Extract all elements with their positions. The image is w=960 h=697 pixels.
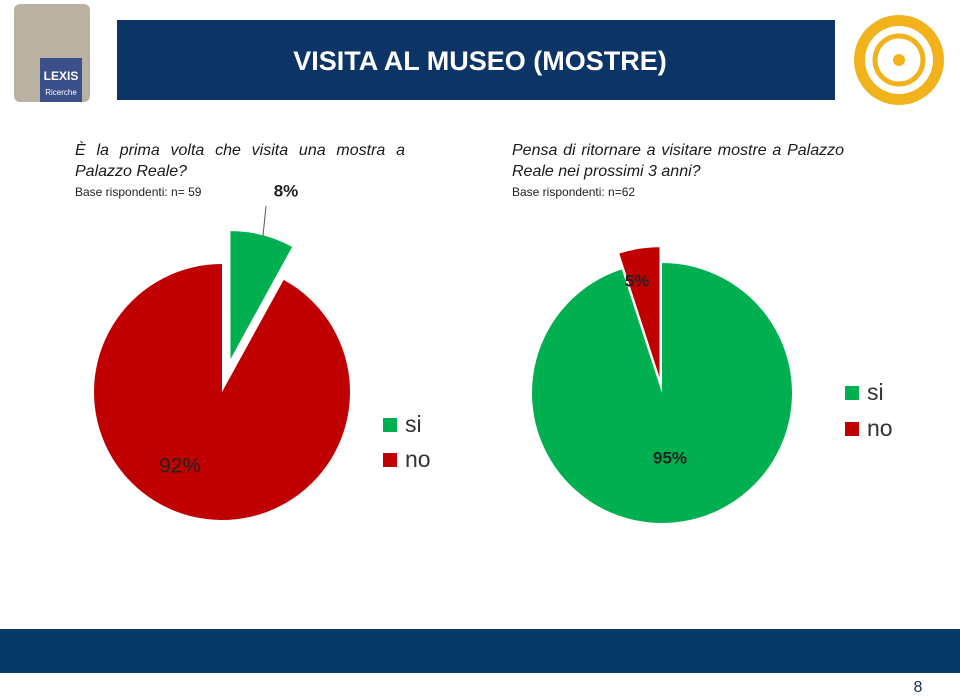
pie-slice xyxy=(619,247,660,378)
base: Base rispondenti: n= 59 xyxy=(75,185,202,199)
legend-label: si xyxy=(867,379,884,405)
page-number: 8 xyxy=(914,679,923,696)
legend-label: no xyxy=(867,415,893,441)
logo-text: Ricerche xyxy=(45,88,77,97)
rotary-hub xyxy=(893,54,905,66)
base: Base rispondenti: n=62 xyxy=(512,185,636,199)
data-label: 95% xyxy=(653,448,687,467)
data-label: 92% xyxy=(159,455,201,478)
leader-line xyxy=(262,205,267,237)
legend-label: si xyxy=(405,411,422,437)
title-bar xyxy=(117,20,835,100)
logo-text: LEXIS xyxy=(44,69,79,83)
question: Pensa di ritornare a visitare mostre a P… xyxy=(512,142,844,180)
title: VISITA AL MUSEO (MOSTRE) xyxy=(293,46,667,76)
pie-slice xyxy=(230,231,293,360)
data-label: 8% xyxy=(274,181,299,200)
rotary-logo xyxy=(854,15,944,105)
footer-bar xyxy=(0,629,960,673)
question: È la prima volta che visita una mostra a… xyxy=(75,142,405,180)
legend-swatch xyxy=(845,422,859,436)
legend-label: no xyxy=(405,446,431,472)
rotary-wheel xyxy=(872,33,926,87)
lexis-logo-panel xyxy=(40,58,82,102)
legend-swatch xyxy=(845,386,859,400)
pie-slice xyxy=(94,264,351,520)
legend-swatch xyxy=(383,453,397,467)
pie-slice xyxy=(532,263,793,523)
legend-swatch xyxy=(383,418,397,432)
data-label: 5% xyxy=(625,271,650,290)
